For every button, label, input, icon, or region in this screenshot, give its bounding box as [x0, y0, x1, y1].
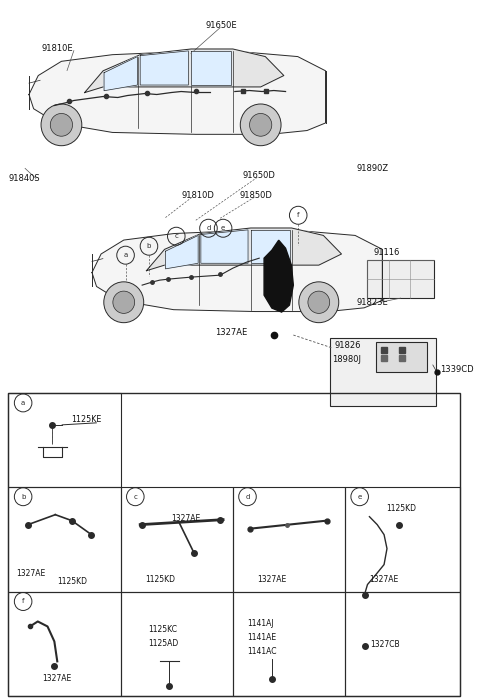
- Bar: [120, 591, 233, 696]
- Polygon shape: [84, 49, 284, 92]
- Text: f: f: [297, 212, 300, 218]
- Text: a: a: [21, 400, 25, 406]
- Text: 1125KC: 1125KC: [148, 625, 177, 634]
- Text: 1327AE: 1327AE: [370, 575, 399, 584]
- Bar: [9, 393, 120, 487]
- Circle shape: [50, 113, 72, 136]
- Polygon shape: [264, 240, 293, 312]
- Text: 1327AE: 1327AE: [216, 328, 248, 336]
- Polygon shape: [191, 51, 231, 85]
- Text: 1125AD: 1125AD: [148, 639, 178, 648]
- Text: 91116: 91116: [373, 247, 400, 257]
- Text: 91890Z: 91890Z: [357, 164, 389, 173]
- Polygon shape: [166, 236, 198, 269]
- Text: 1327AE: 1327AE: [16, 569, 46, 578]
- Text: 91823E: 91823E: [357, 298, 388, 307]
- Circle shape: [104, 282, 144, 323]
- Text: 1141AE: 1141AE: [248, 633, 276, 642]
- Text: d: d: [206, 225, 211, 231]
- Bar: [9, 591, 120, 696]
- Bar: [120, 487, 233, 591]
- Text: 18980J: 18980J: [332, 356, 361, 364]
- Text: a: a: [123, 252, 128, 258]
- Text: 91810E: 91810E: [42, 44, 73, 53]
- Circle shape: [41, 104, 82, 145]
- Text: 1327AE: 1327AE: [257, 575, 287, 584]
- Circle shape: [308, 291, 330, 313]
- Polygon shape: [201, 230, 248, 264]
- Text: c: c: [133, 493, 137, 500]
- Text: b: b: [21, 493, 25, 500]
- Bar: [233, 591, 345, 696]
- Text: 1141AC: 1141AC: [248, 647, 277, 656]
- Text: 1339CD: 1339CD: [440, 366, 473, 375]
- Text: 91840S: 91840S: [9, 174, 40, 183]
- Bar: [345, 591, 460, 696]
- Polygon shape: [140, 51, 188, 85]
- Text: 91850D: 91850D: [240, 191, 273, 200]
- Bar: [9, 393, 460, 696]
- Text: 91810D: 91810D: [181, 191, 214, 200]
- Polygon shape: [92, 231, 382, 312]
- Text: e: e: [221, 225, 225, 231]
- Text: c: c: [174, 233, 178, 239]
- Bar: [9, 487, 120, 591]
- Text: 1125KD: 1125KD: [145, 575, 175, 584]
- Bar: [376, 342, 427, 372]
- Polygon shape: [251, 230, 290, 264]
- Text: 1327AE: 1327AE: [43, 674, 72, 683]
- Text: b: b: [147, 243, 151, 250]
- Polygon shape: [29, 52, 325, 134]
- Text: 1125KE: 1125KE: [71, 415, 101, 424]
- Text: e: e: [358, 493, 362, 500]
- Text: 1327CB: 1327CB: [371, 640, 400, 649]
- Text: 91826: 91826: [334, 340, 361, 350]
- Text: 91650D: 91650D: [242, 171, 276, 180]
- Polygon shape: [146, 228, 341, 271]
- Bar: [330, 338, 436, 406]
- Text: 1125KD: 1125KD: [386, 504, 416, 513]
- Text: 1327AE: 1327AE: [171, 514, 201, 523]
- Bar: [368, 260, 434, 298]
- Text: 1141AJ: 1141AJ: [248, 619, 274, 628]
- Circle shape: [240, 104, 281, 145]
- Circle shape: [250, 113, 272, 136]
- Text: d: d: [245, 493, 250, 500]
- Polygon shape: [104, 57, 137, 91]
- Circle shape: [299, 282, 339, 323]
- Circle shape: [113, 291, 134, 313]
- Text: 1125KD: 1125KD: [57, 577, 87, 586]
- Text: f: f: [22, 598, 24, 605]
- Text: 91650E: 91650E: [205, 21, 237, 30]
- Bar: [233, 487, 345, 591]
- Bar: [345, 487, 460, 591]
